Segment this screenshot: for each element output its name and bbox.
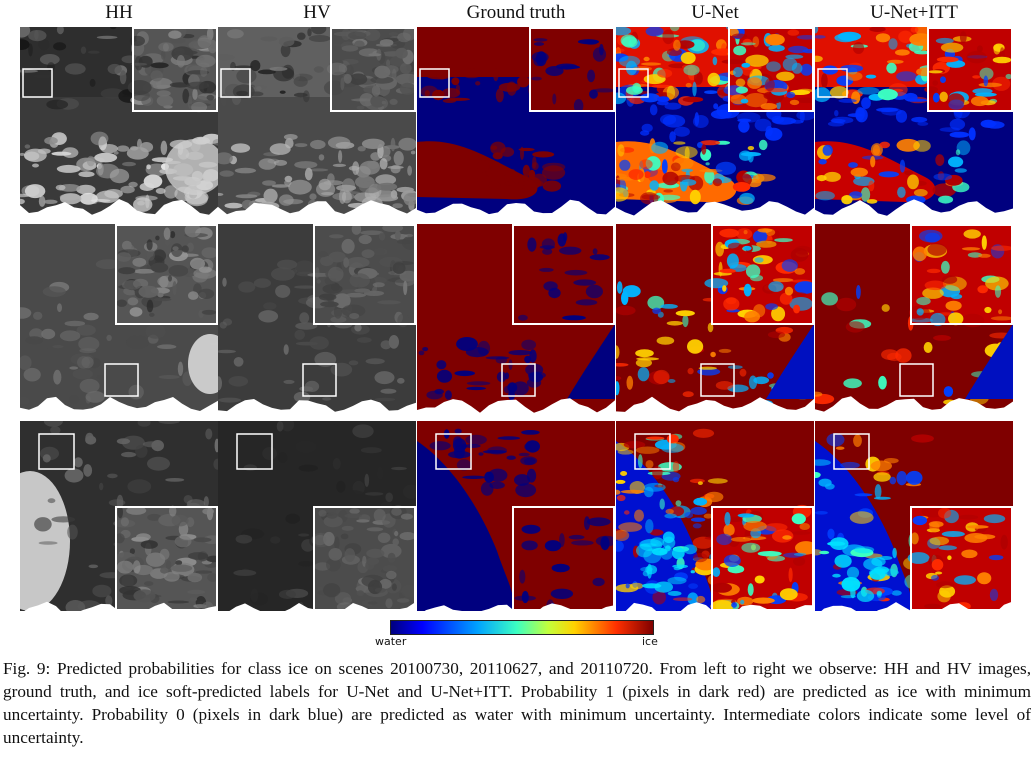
colorbar-min-label: water xyxy=(375,635,407,648)
panel-image xyxy=(815,421,1013,611)
panel-unet-itt-scene-2 xyxy=(815,224,1013,414)
panel-image xyxy=(616,421,814,611)
panel-image xyxy=(616,27,814,217)
panel-hv-scene-3 xyxy=(218,421,416,611)
panel-image xyxy=(20,27,218,217)
panel-hv-scene-2 xyxy=(218,224,416,414)
panel-unet-itt-scene-1 xyxy=(815,27,1013,217)
panel-image xyxy=(218,27,416,217)
panel-image xyxy=(218,421,416,611)
column-header-hv: HV xyxy=(303,2,331,23)
panel-hh-scene-1 xyxy=(20,27,218,217)
panel-hv-scene-1 xyxy=(218,27,416,217)
panel-image xyxy=(20,421,218,611)
panel-unet-itt-scene-3 xyxy=(815,421,1013,611)
panel-image xyxy=(20,224,218,414)
panel-ground-truth-scene-2 xyxy=(417,224,615,414)
figure-caption: Fig. 9: Predicted probabilities for clas… xyxy=(3,659,1031,747)
column-header-ground-truth: Ground truth xyxy=(466,2,566,23)
probability-colorbar xyxy=(390,620,654,635)
colorbar-max-label: ice xyxy=(642,635,658,648)
panel-unet-scene-3 xyxy=(616,421,814,611)
panel-unet-scene-2 xyxy=(616,224,814,414)
panel-unet-scene-1 xyxy=(616,27,814,217)
panel-image xyxy=(815,224,1013,414)
column-header-hh: HH xyxy=(105,2,133,23)
panel-ground-truth-scene-1 xyxy=(417,27,615,217)
panel-hh-scene-2 xyxy=(20,224,218,414)
panel-image xyxy=(417,421,615,611)
panel-image xyxy=(815,27,1013,217)
panel-ground-truth-scene-3 xyxy=(417,421,615,611)
panel-image xyxy=(218,224,416,414)
column-header-unet-itt: U-Net+ITT xyxy=(870,2,958,23)
panel-image xyxy=(417,27,615,217)
panel-image xyxy=(417,224,615,414)
panel-hh-scene-3 xyxy=(20,421,218,611)
panel-image xyxy=(616,224,814,414)
column-header-unet: U-Net xyxy=(691,2,739,23)
